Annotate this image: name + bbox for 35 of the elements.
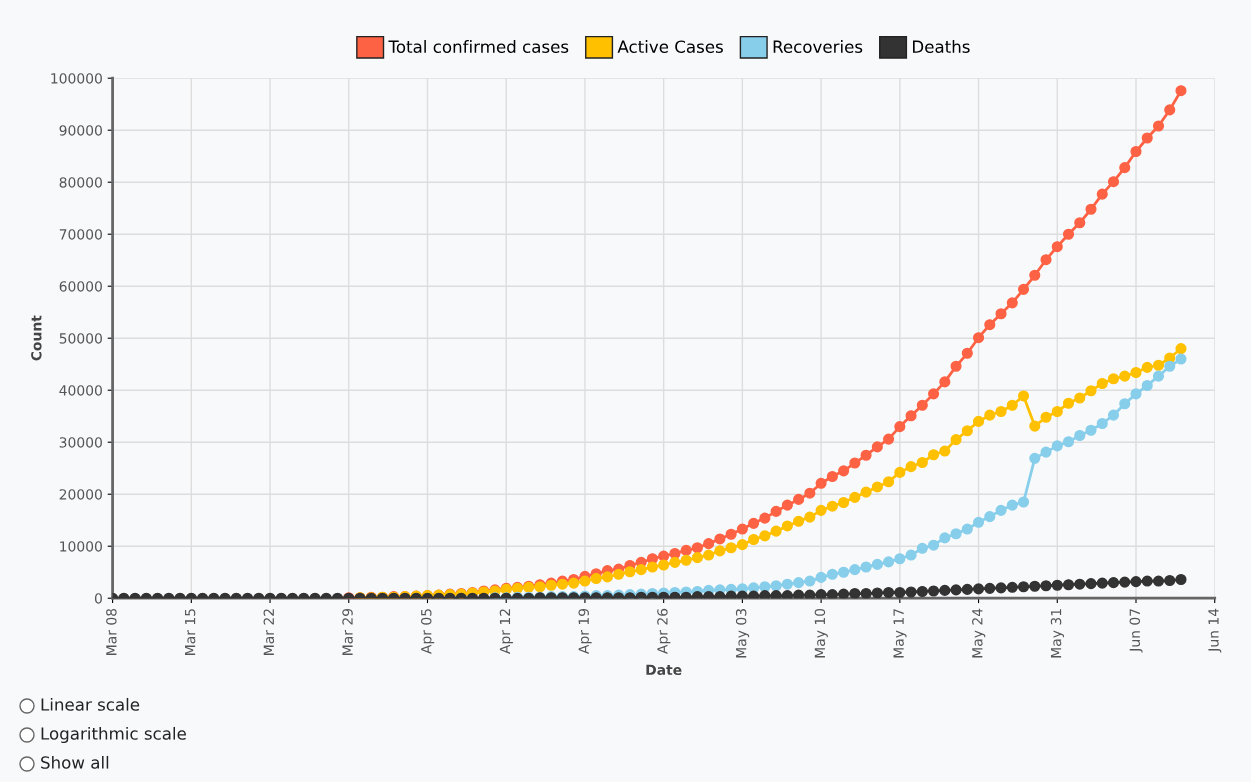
x-tick-label: Apr 26 <box>657 608 671 654</box>
x-tick-label: May 10 <box>814 608 828 658</box>
text: Show all <box>41 755 109 769</box>
legend-label: Active Cases <box>617 40 723 53</box>
y-tick-label: 0 <box>94 593 102 604</box>
legend-label: Deaths <box>913 40 970 53</box>
x-axis-title: Date <box>646 664 682 676</box>
x-tick-label: Apr 05 <box>421 609 435 654</box>
text: Linear scale <box>41 697 140 711</box>
x-tick-label: Mar 08 <box>106 608 117 655</box>
x-tick-label: May 03 <box>735 609 750 658</box>
y-tick-label: 90000 <box>59 125 102 136</box>
x-tick-label: Jun 14 <box>1208 608 1222 653</box>
y-axis-title: Count <box>31 315 42 361</box>
x-tick-label: Apr 12 <box>499 609 513 654</box>
x-tick-label: Apr 19 <box>578 608 592 654</box>
y-tick-label: 10000 <box>60 541 102 552</box>
legend-label: Total confirmed cases <box>388 40 569 53</box>
y-tick-label: 70000 <box>59 229 102 240</box>
x-tick-label: Jun 07 <box>1129 609 1143 653</box>
x-tick-label: May 31 <box>1050 609 1064 658</box>
y-tick-label: 50000 <box>59 333 102 344</box>
y-tick-label: 80000 <box>59 177 102 188</box>
y-tick-label: 20000 <box>59 489 102 500</box>
text: Logarithmic scale <box>41 726 186 744</box>
y-tick-label: 30000 <box>59 437 102 448</box>
legend-label: Recoveries <box>773 40 863 53</box>
x-tick-label: May 24 <box>972 608 986 658</box>
x-tick-label: Mar 29 <box>342 608 353 655</box>
x-tick-label: Mar 15 <box>185 609 196 655</box>
x-tick-label: May 17 <box>893 609 907 658</box>
y-tick-label: 100000 <box>51 73 102 84</box>
y-tick-label: 40000 <box>59 385 102 396</box>
y-tick-label: 60000 <box>59 281 102 292</box>
x-tick-label: Mar 22 <box>263 609 275 655</box>
